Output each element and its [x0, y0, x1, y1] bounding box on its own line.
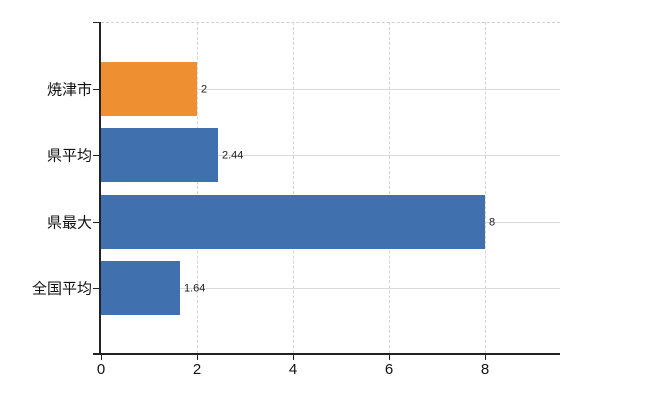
x-axis-line	[93, 353, 560, 355]
x-tick-label: 4	[288, 361, 298, 378]
value-label: 2	[201, 83, 208, 96]
y-axis-tick	[93, 155, 99, 156]
x-axis-tick	[197, 355, 198, 360]
value-label: 2.44	[222, 149, 244, 162]
category-label: 県平均	[46, 147, 92, 165]
x-tick-label: 8	[480, 361, 490, 378]
x-axis-tick	[101, 355, 102, 360]
value-label: 8	[489, 216, 496, 229]
x-axis-tick	[485, 355, 486, 360]
plot-top-border	[101, 22, 560, 23]
x-tick-label: 6	[384, 361, 394, 378]
value-label: 1.64	[184, 282, 206, 295]
bar	[101, 62, 197, 116]
vertical-gridline	[485, 22, 486, 353]
y-axis-tick	[93, 288, 99, 289]
category-label: 焼津市	[46, 81, 92, 99]
vertical-gridline	[389, 22, 390, 353]
x-tick-label: 2	[192, 361, 202, 378]
horizontal-gridline	[101, 155, 560, 156]
horizontal-gridline	[101, 89, 560, 90]
bar	[101, 261, 180, 315]
bar	[101, 128, 218, 182]
y-axis-tick	[93, 22, 99, 23]
y-axis-line	[99, 22, 101, 355]
x-axis-tick	[389, 355, 390, 360]
vertical-gridline	[293, 22, 294, 353]
category-label: 全国平均	[31, 280, 92, 298]
bar	[101, 195, 485, 249]
vertical-gridline	[197, 22, 198, 353]
category-label: 県最大	[46, 214, 92, 232]
y-axis-tick	[93, 89, 99, 90]
x-axis-tick	[293, 355, 294, 360]
x-tick-label: 0	[96, 361, 106, 378]
y-axis-tick	[93, 222, 99, 223]
horizontal-gridline	[101, 288, 560, 289]
